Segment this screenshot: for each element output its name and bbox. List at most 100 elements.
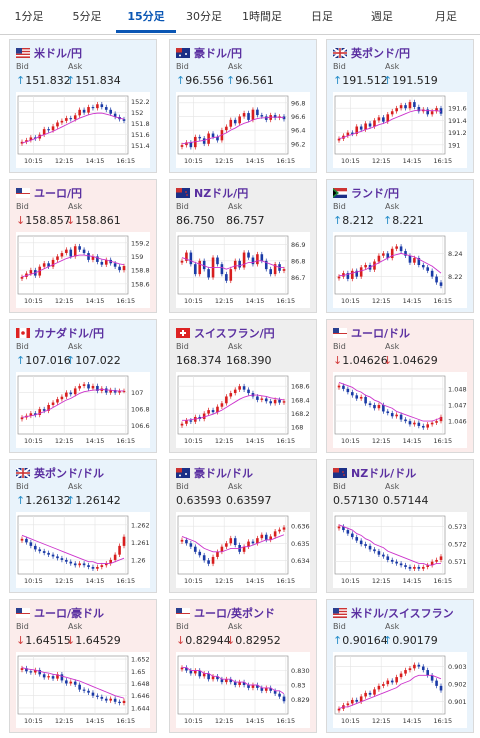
- x-tick-label: 12:15: [55, 717, 74, 725]
- pair-name[interactable]: 英ポンド/ドル: [34, 467, 105, 480]
- price-chart[interactable]: 1.652 1.65 1.648 1.646 1.644 10:15 12:15 14:15 1…: [16, 652, 150, 728]
- rate-card[interactable]: カナダドル/円 Bid Ask ↑107.016 ↑107.022 107 106.8 106…: [9, 319, 157, 453]
- candle: [273, 399, 277, 404]
- candle: [355, 126, 359, 134]
- candle: [278, 693, 281, 697]
- x-tick-label: 16:15: [433, 157, 452, 165]
- candle: [355, 537, 359, 541]
- candle: [51, 554, 55, 557]
- tab-3[interactable]: 15分足: [116, 0, 176, 33]
- pair-name[interactable]: 米ドル/スイスフラン: [351, 607, 454, 620]
- candle: [368, 692, 372, 695]
- pair-name[interactable]: カナダドル/円: [34, 327, 105, 340]
- x-tick-label: 12:15: [215, 297, 234, 305]
- rate-card[interactable]: スイスフラン/円 Bid Ask 168.374 168.390 168.6 168.4 16…: [169, 319, 317, 453]
- price-chart[interactable]: 107 106.8 106.6 10:15 12:15 14:15 16:15: [16, 372, 150, 448]
- candle: [351, 270, 354, 279]
- price-chart[interactable]: 1.262 1.261 1.26 10:15 12:15 14:15 16:15: [16, 512, 150, 588]
- tab-5[interactable]: 1時間足: [242, 10, 282, 23]
- moving-average-line: [21, 388, 124, 418]
- rate-card[interactable]: 豪ドル/円 Bid Ask ↑96.556 ↑96.561 96.8 96.6 96.4 96.…: [169, 39, 317, 173]
- rate-card[interactable]: ランド/円 Bid Ask ↑8.212 ↑8.221 8.24 8.22 10:15 12:1…: [326, 179, 474, 313]
- candle: [202, 138, 206, 144]
- rate-card[interactable]: NZドル/ドル Bid Ask 0.57130 0.57144 0.573 0.572 0.5…: [326, 459, 474, 593]
- candle: [346, 703, 350, 706]
- x-tick-label: 12:15: [215, 437, 234, 445]
- price-chart[interactable]: 191.6 191.4 191.2 191 10:15 12:15 14:15 16:15: [333, 92, 467, 168]
- bid-value: ↓1.64515: [16, 634, 71, 647]
- tab-4[interactable]: 30分足: [186, 10, 222, 23]
- y-tick-label: 0.83: [291, 682, 305, 690]
- y-tick-label: 151.4: [131, 142, 150, 150]
- y-tick-label: 86.8: [291, 257, 305, 265]
- rate-card[interactable]: ユーロ/英ポンドBidAsk↓0.82944↓0.829520.83050.83…: [169, 599, 317, 733]
- rate-card[interactable]: 米ドル/スイスフラン Bid Ask ↑0.90164 ↑0.90179 0.903 0.9…: [326, 599, 474, 733]
- bid-price: 1.04626: [342, 354, 388, 367]
- candle: [42, 551, 46, 553]
- price-chart[interactable]: 8.24 8.22 10:15 12:15 14:15 16:15: [333, 232, 467, 308]
- rate-card[interactable]: 豪ドル/ドル Bid Ask 0.63593 0.63597 0.636 0.635 0.63…: [169, 459, 317, 593]
- rate-card[interactable]: NZドル/円 Bid Ask 86.750 86.757 86.9 86.8 86.7 10:1…: [169, 179, 317, 313]
- rate-card[interactable]: ユーロ/ドル Bid Ask ↓1.04626 ↓1.04629 1.048 1.047 1.…: [326, 319, 474, 453]
- price-chart[interactable]: 168.6 168.4 168.2 168 10:15 12:15 14:15 16:15: [176, 372, 310, 448]
- price-chart[interactable]: 0.636 0.635 0.634 10:15 12:15 14:15 16:15: [176, 512, 310, 588]
- candle: [20, 417, 24, 420]
- price-chart[interactable]: 96.8 96.6 96.4 96.2 10:15 12:15 14:15 16:15: [176, 92, 310, 168]
- tab-8[interactable]: 月足: [435, 10, 457, 23]
- rate-card[interactable]: 英ポンド/円 Bid Ask ↑191.512 ↑191.519 191.6 191.4 19…: [326, 39, 474, 173]
- pair-name[interactable]: スイスフラン/円: [194, 327, 275, 340]
- arrow-up-icon: ↑: [333, 634, 343, 647]
- candle: [56, 256, 59, 260]
- pair-name[interactable]: NZドル/円: [194, 187, 249, 200]
- rate-card[interactable]: ユーロ/豪ドル Bid Ask ↓1.64515 ↓1.64529 1.652 1.65 1.…: [9, 599, 157, 733]
- x-tick-label: 14:15: [246, 437, 265, 445]
- price-chart[interactable]: 0.573 0.572 0.571 10:15 12:15 14:15 16:15: [333, 512, 467, 588]
- pair-name[interactable]: ユーロ/円: [34, 187, 83, 200]
- bid-price: 191.512: [342, 74, 388, 87]
- moving-average-line: [338, 109, 442, 140]
- gb-flag-icon: [333, 48, 347, 58]
- ask-price: 107.022: [75, 354, 121, 367]
- pair-name[interactable]: 英ポンド/円: [351, 47, 411, 60]
- pair-name[interactable]: ユーロ/豪ドル: [34, 607, 105, 620]
- pair-name[interactable]: ユーロ/英ポンド: [194, 607, 276, 620]
- price-chart[interactable]: 1.048 1.047 1.046 10:15 12:15 14:15 16:15: [333, 372, 467, 448]
- pair-name[interactable]: 豪ドル/ドル: [194, 467, 254, 480]
- candle: [82, 249, 86, 254]
- pair-name[interactable]: 豪ドル/円: [194, 47, 243, 60]
- tab-2[interactable]: 5分足: [72, 10, 102, 23]
- pair-name[interactable]: 米ドル/円: [34, 47, 83, 60]
- candle: [69, 118, 73, 120]
- rate-card[interactable]: 英ポンド/ドル Bid Ask ↑1.26132 ↑1.26142 1.262 1.261 1…: [9, 459, 157, 593]
- candle: [100, 696, 104, 699]
- candle: [426, 565, 429, 567]
- candle: [390, 111, 394, 115]
- candle: [233, 682, 237, 685]
- rate-card[interactable]: ユーロ/円 Bid Ask ↓158.857 ↓158.861 159.2 159 158.8…: [9, 179, 157, 313]
- candle: [56, 399, 59, 403]
- pair-name[interactable]: NZドル/ドル: [351, 467, 417, 480]
- candle: [413, 566, 416, 569]
- tab-1[interactable]: 1分足: [14, 10, 44, 23]
- price-chart[interactable]: 152.2 152 151.8 151.6 151.4 10:15 12:15 14:15 16…: [16, 92, 150, 168]
- price-chart[interactable]: 86.9 86.8 86.7 10:15 12:15 14:15 16:15: [176, 232, 310, 308]
- candle: [435, 108, 438, 112]
- pair-name[interactable]: ユーロ/ドル: [351, 327, 411, 340]
- bid-value: ↑191.512: [333, 74, 388, 87]
- tab-7[interactable]: 週足: [371, 10, 393, 23]
- candle: [38, 409, 42, 415]
- x-tick-label: 16:15: [433, 717, 452, 725]
- eu-flag-icon: [333, 328, 347, 338]
- price-chart[interactable]: 0.8305 0.83 0.8295 10:15 12:15 14:15 16:15: [176, 652, 310, 728]
- price-chart[interactable]: 0.903 0.902 0.901 10:15 12:15 14:15 16:15: [333, 652, 467, 728]
- y-tick-label: 1.262: [131, 521, 150, 529]
- candle: [189, 142, 193, 148]
- x-tick-label: 10:15: [184, 437, 203, 445]
- tab-6[interactable]: 日足: [311, 10, 333, 23]
- gb-flag-icon: [16, 468, 30, 478]
- pair-name[interactable]: ランド/円: [351, 187, 400, 200]
- rate-card[interactable]: 米ドル/円 Bid Ask ↑151.832 ↑151.834 152.2 152 151.8…: [9, 39, 157, 173]
- price-chart[interactable]: 159.2 159 158.8 158.6 10:15 12:15 14:15 16:15: [16, 232, 150, 308]
- bid-price: 1.26132: [25, 494, 71, 507]
- candle: [417, 664, 421, 667]
